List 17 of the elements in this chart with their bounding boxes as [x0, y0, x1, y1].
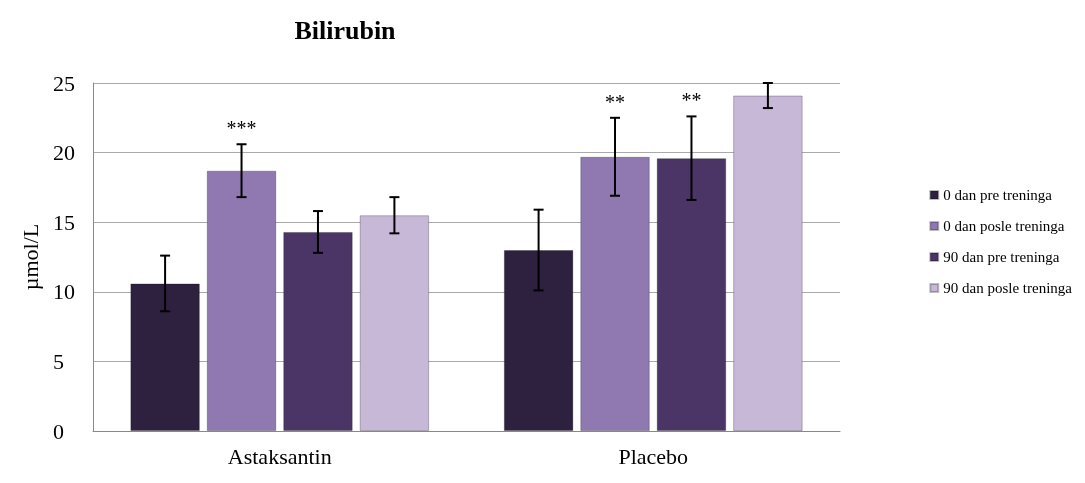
y-tick-label: 25: [53, 70, 75, 96]
legend-label: 0 dan posle treninga: [943, 218, 1065, 234]
y-axis-title: µmol/L: [17, 223, 43, 291]
y-tick-label: 20: [53, 140, 75, 166]
annotation: ***: [226, 117, 257, 140]
x-tick-label: Astaksantin: [227, 443, 332, 469]
chart-title: Bilirubin: [294, 15, 397, 45]
legend-label: 0 dan pre treninga: [943, 187, 1053, 203]
annotation: **: [681, 89, 702, 112]
legend-label: 90 dan pre treninga: [943, 249, 1060, 265]
annotation: **: [605, 90, 626, 113]
y-tick-label: 0: [53, 418, 64, 444]
x-tick-label: Placebo: [618, 443, 689, 469]
y-tick-label: 15: [53, 209, 75, 235]
y-tick-label: 10: [53, 279, 75, 305]
y-tick-label: 5: [53, 348, 64, 374]
legend-label: 90 dan posle treninga: [943, 280, 1073, 296]
